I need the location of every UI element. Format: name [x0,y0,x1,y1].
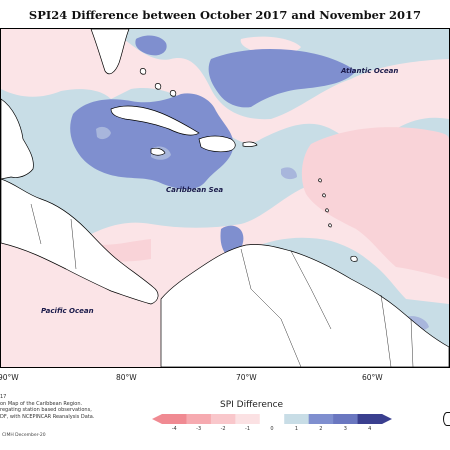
caribbean-sea-label: Caribbean Sea [166,186,223,194]
colorbar-segment [162,414,187,424]
footnote-line: 17 [0,394,7,400]
footnote-line: on Map of the Caribbean Region. [0,400,83,407]
legend-tick-label: 4 [368,426,372,432]
legend-tick-label: 3 [343,426,347,432]
lon-label-60w: 60°W [362,373,383,382]
colorbar-segment [235,414,261,424]
credit-text: CIMH December-20 [2,433,46,438]
footnote: 17 on Map of the Caribbean Region. regat… [0,394,115,420]
colorbar-segment [308,414,334,424]
legend-tick-label: 1 [294,426,299,432]
colorbar-arrow-high [382,414,392,424]
lon-label-70w: 70°W [236,373,257,382]
colorbar-segment [357,414,383,424]
colorbar-arrow-low [152,414,162,424]
logo-mark [443,412,450,426]
legend-tick-label: -4 [171,426,177,432]
legend-tick-label: -3 [196,426,202,432]
colorbar-segment [284,414,309,424]
legend-colorbar [152,414,392,424]
lon-label-80w: 80°W [116,373,137,382]
colorbar-segment [333,414,358,424]
colorbar-segment [259,414,285,424]
footnote-line: regating station based observations, [0,407,92,413]
legend-title: SPI Difference [220,400,284,410]
map-title: SPI24 Difference between October 2017 an… [28,8,422,22]
legend-tick-label: -2 [220,426,226,432]
atlantic-ocean-label: Atlantic Ocean [340,67,398,75]
footnote-line: DF, with NCEPINCAR Reanalysis Data. [0,413,95,420]
map-panel: Atlantic Ocean Caribbean Sea Pacific Oce… [0,28,450,368]
pacific-ocean-label: Pacific Ocean [41,307,94,315]
spi-difference-map: Atlantic Ocean Caribbean Sea Pacific Oce… [1,29,449,367]
country-borders [30,203,414,367]
legend-tick-label: 2 [319,426,323,432]
legend-tick-label: 0 [270,426,274,432]
legend-tick-label: -1 [245,426,251,432]
colorbar-segment [186,414,212,424]
lon-label-90w: 90°W [0,373,19,382]
colorbar-segment [210,414,236,424]
strong-positive-areas [70,35,356,257]
land-masses [1,29,449,367]
